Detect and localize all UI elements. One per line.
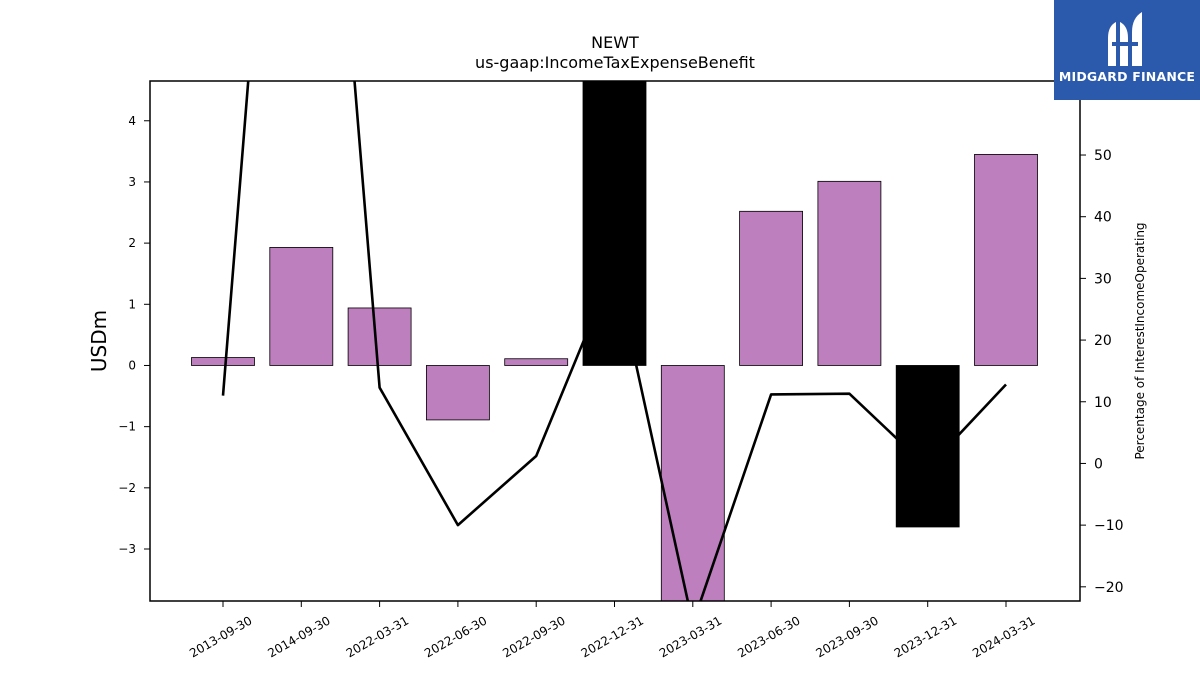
x-tick-label: 2022-12-31 [579, 613, 646, 660]
bar-2023-06-30 [739, 210, 803, 366]
bar-2024-03-31 [974, 154, 1038, 366]
y2-tick-label: 30 [1094, 271, 1112, 287]
x-tick-label: 2024-03-31 [970, 613, 1037, 660]
bar-2014-09-30 [269, 246, 334, 366]
y2-tick-label: 10 [1094, 395, 1112, 411]
y2-tick-label: 40 [1094, 210, 1112, 226]
brand-logo: MIDGARD FINANCE [1054, 0, 1200, 100]
midgard-logo-icon [1108, 12, 1142, 66]
bar-2013-09-30 [191, 357, 255, 366]
x-tick-label: 2023-09-30 [813, 613, 880, 660]
x-tick-label: 2023-03-31 [657, 613, 724, 660]
y-tick-label: −2 [118, 481, 136, 495]
brand-name: MIDGARD FINANCE [1058, 69, 1196, 84]
x-tick-label: 2013-09-30 [187, 613, 254, 660]
y2-axis-label: Percentage of InterestIncomeOperating [1133, 222, 1147, 459]
y-tick-label: 0 [128, 358, 136, 372]
x-tick-label: 2022-06-30 [422, 613, 489, 660]
x-tick-label: 2022-09-30 [500, 613, 567, 660]
y-tick-label: 4 [128, 114, 136, 128]
percentage-line [221, 81, 1007, 601]
x-tick-label: 2022-03-31 [344, 613, 411, 660]
x-tick-label: 2023-12-31 [892, 613, 959, 660]
x-tick-label: 2014-09-30 [265, 613, 332, 660]
bars-layer [191, 81, 1038, 601]
bar-2022-09-30 [504, 358, 569, 366]
x-tick-label: 2023-06-30 [735, 613, 802, 660]
chart-title: NEWT [591, 33, 639, 52]
bar-2023-03-31 [660, 365, 725, 601]
y-tick-label: 2 [128, 236, 136, 250]
bar-2022-03-31 [347, 307, 412, 366]
y2-tick-label: 50 [1094, 148, 1112, 164]
y2-tick-label: 0 [1094, 456, 1103, 472]
y-axis-left: −3 −2 −1 0 1 2 3 4 [118, 114, 150, 556]
y-axis-label: USDm [87, 310, 111, 372]
y-tick-label: 3 [128, 175, 136, 189]
y-tick-label: 1 [128, 297, 136, 311]
line-layer [221, 81, 1007, 601]
bar-2022-06-30 [425, 365, 490, 421]
chart-subtitle: us-gaap:IncomeTaxExpenseBenefit [475, 53, 755, 72]
bar-2023-09-30 [817, 180, 882, 366]
y-axis-right: −20 −10 0 10 20 30 40 50 [1080, 148, 1124, 596]
y-tick-label: −1 [118, 420, 136, 434]
y-tick-label: −3 [118, 542, 136, 556]
y2-tick-label: 20 [1094, 333, 1112, 349]
x-axis: 2013-09-30 2014-09-30 2022-03-31 2022-06-30… [187, 601, 1038, 660]
y2-tick-label: −20 [1094, 580, 1124, 596]
y2-tick-label: −10 [1094, 518, 1124, 534]
